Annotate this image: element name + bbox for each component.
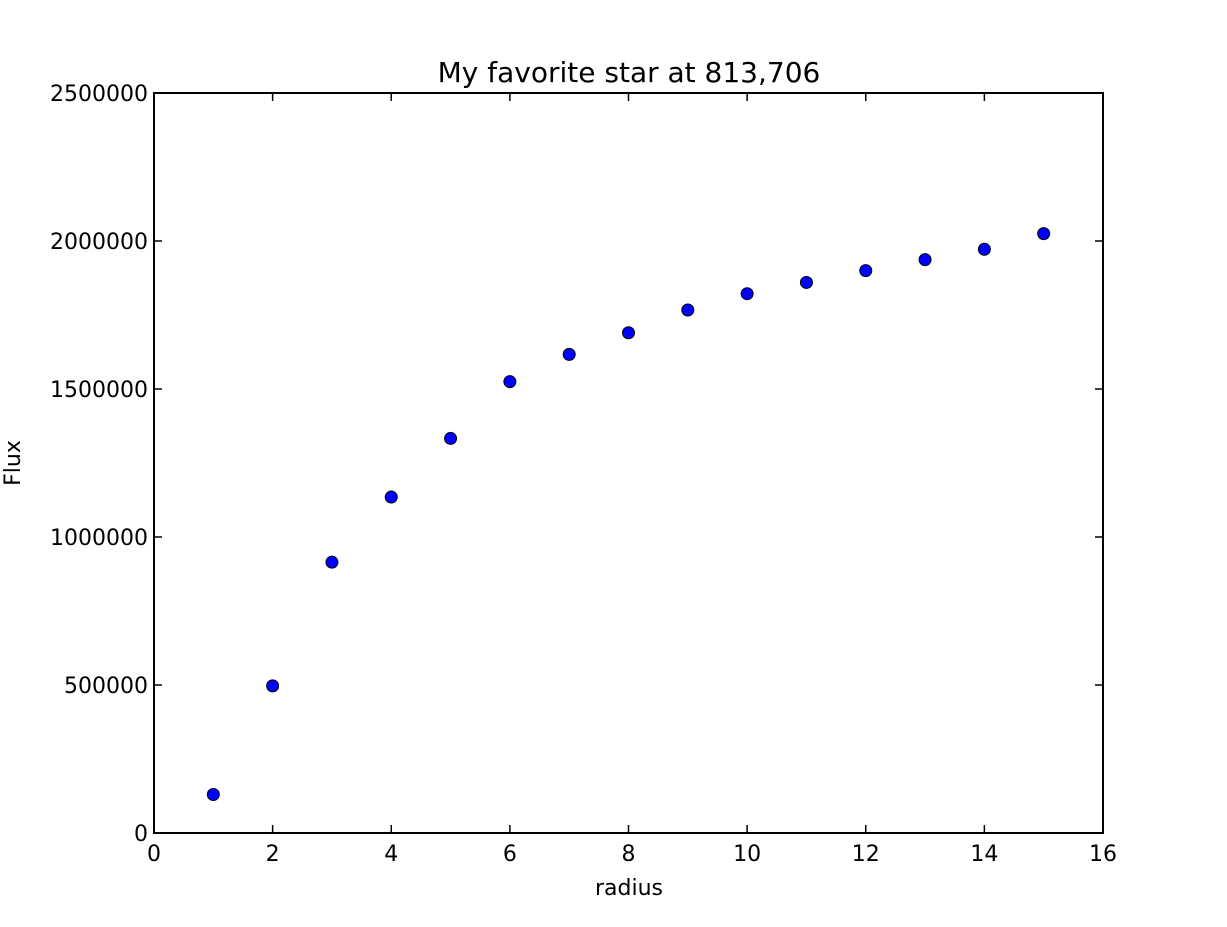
data-point [977,242,991,256]
plot-area [154,93,1103,833]
data-point [1037,227,1051,241]
y-tick-label: 1500000 [50,378,148,403]
data-point [384,490,398,504]
plot-frame [153,92,1104,834]
x-axis-label: radius [595,876,663,901]
data-point [918,253,932,267]
y-tick-label: 500000 [64,674,148,699]
data-point [206,788,220,802]
axis-ticks: 0 2 4 6 8 10 12 14 16 0 500000 1000000 1500000 200000… [50,82,1117,867]
x-tick-label: 2 [266,842,280,867]
x-tick-label: 6 [503,842,517,867]
data-point [562,347,576,361]
data-point [799,275,813,289]
y-tick-label: 2000000 [50,230,148,255]
y-tick-label: 2500000 [50,82,148,107]
x-tick-label: 4 [384,842,398,867]
x-tick-label: 8 [622,842,636,867]
x-tick-label: 12 [852,842,880,867]
data-point [325,555,339,569]
x-tick-label: 0 [147,842,161,867]
data-point [740,287,754,301]
data-point [859,264,873,278]
x-tick-label: 16 [1089,842,1117,867]
y-tick-label: 1000000 [50,526,148,551]
y-tick-label: 0 [134,822,148,847]
x-tick-label: 14 [970,842,998,867]
data-point [444,431,458,445]
y-axis-label: Flux [1,440,26,486]
data-point [622,326,635,340]
data-points [206,227,1051,802]
chart-title: My favorite star at 813,706 [438,56,821,89]
data-point [681,303,695,317]
data-point [266,679,280,693]
x-tick-label: 10 [733,842,761,867]
data-point [503,375,517,389]
